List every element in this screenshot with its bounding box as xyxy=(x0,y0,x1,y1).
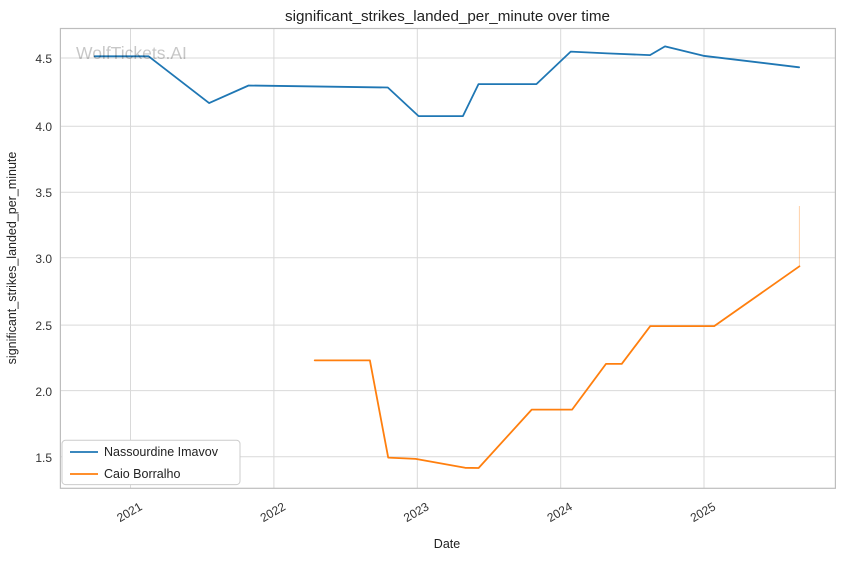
svg-text:4.5: 4.5 xyxy=(35,52,52,66)
svg-text:2.0: 2.0 xyxy=(35,385,52,399)
svg-text:3.5: 3.5 xyxy=(35,186,52,200)
svg-text:2023: 2023 xyxy=(401,499,431,525)
svg-text:Caio Borralho: Caio Borralho xyxy=(104,467,180,481)
svg-text:3.0: 3.0 xyxy=(35,252,52,266)
svg-text:1.5: 1.5 xyxy=(35,451,52,465)
svg-text:2022: 2022 xyxy=(258,499,288,525)
svg-text:2021: 2021 xyxy=(114,499,144,525)
svg-text:4.0: 4.0 xyxy=(35,120,52,134)
svg-text:2025: 2025 xyxy=(688,499,718,525)
svg-text:Nassourdine Imavov: Nassourdine Imavov xyxy=(104,445,219,459)
svg-text:2.5: 2.5 xyxy=(35,319,52,333)
svg-text:2024: 2024 xyxy=(545,499,575,525)
svg-text:Date: Date xyxy=(434,537,460,551)
svg-text:significant_strikes_landed_per: significant_strikes_landed_per_minute xyxy=(5,152,19,365)
